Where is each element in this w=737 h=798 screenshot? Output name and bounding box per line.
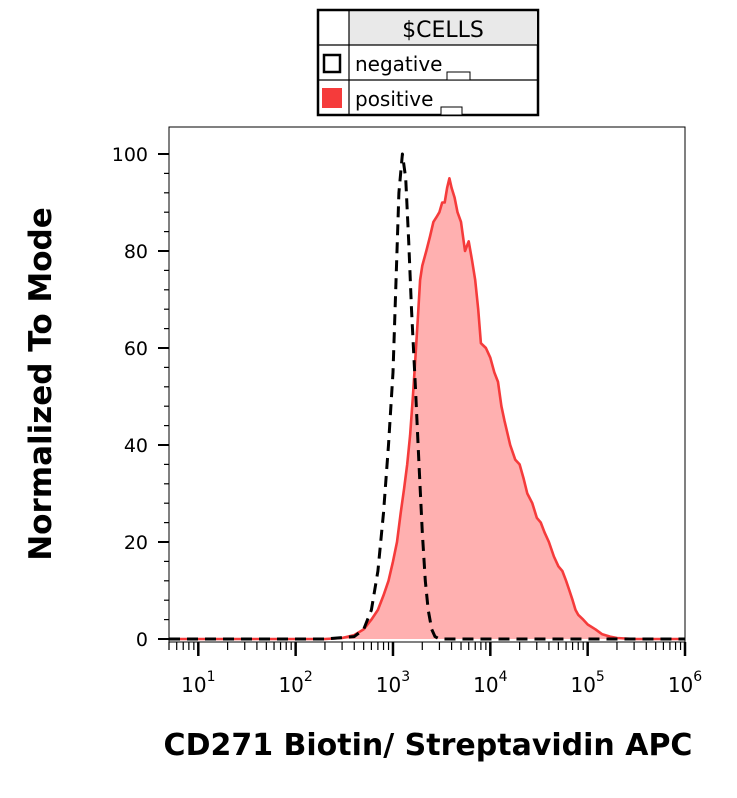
- legend-swatch-positive: [322, 88, 342, 108]
- y-axis-title: Normalized To Mode: [23, 207, 59, 561]
- x-tick-exponent: 4: [499, 669, 508, 685]
- y-tick-label: 100: [112, 144, 148, 166]
- series-negative-line: [169, 152, 685, 641]
- x-tick-exponent: 5: [596, 669, 605, 685]
- x-axis-title: CD271 Biotin/ Streptavidin APC: [164, 728, 693, 763]
- x-tick-label: 105: [570, 669, 604, 697]
- legend-label-positive: positive: [355, 87, 433, 111]
- legend-header-bg: [349, 11, 537, 45]
- x-tick-exponent: 2: [304, 669, 313, 685]
- x-tick-label: 103: [376, 669, 410, 697]
- legend-bar-negative: [446, 71, 471, 81]
- x-tick-label: 104: [473, 669, 507, 697]
- legend-title: $CELLS: [402, 18, 484, 43]
- series-positive-area: [169, 178, 685, 640]
- y-tick-label: 80: [124, 241, 148, 263]
- x-tick-label: 102: [278, 669, 312, 697]
- x-tick-label: 101: [181, 669, 215, 697]
- axes-layer: 0 20 40 60 80 100 101 102 103 104 105 106: [112, 144, 703, 697]
- legend-swatch-negative: [322, 53, 342, 74]
- legend-label-negative: negative: [355, 52, 442, 76]
- y-tick-label: 60: [124, 338, 148, 360]
- legend: $CELLS negative positive: [316, 8, 540, 117]
- y-tick-label: 20: [124, 532, 148, 554]
- y-tick-label: 0: [136, 629, 148, 651]
- series-positive-line: [169, 177, 685, 641]
- series-layer: [169, 152, 685, 641]
- x-tick-exponent: 3: [401, 669, 410, 685]
- x-tick-label: 106: [668, 669, 702, 697]
- y-tick-label: 40: [124, 435, 148, 457]
- x-tick-exponent: 1: [207, 669, 216, 685]
- legend-bar-positive: [440, 106, 463, 116]
- x-tick-exponent: 6: [693, 669, 702, 685]
